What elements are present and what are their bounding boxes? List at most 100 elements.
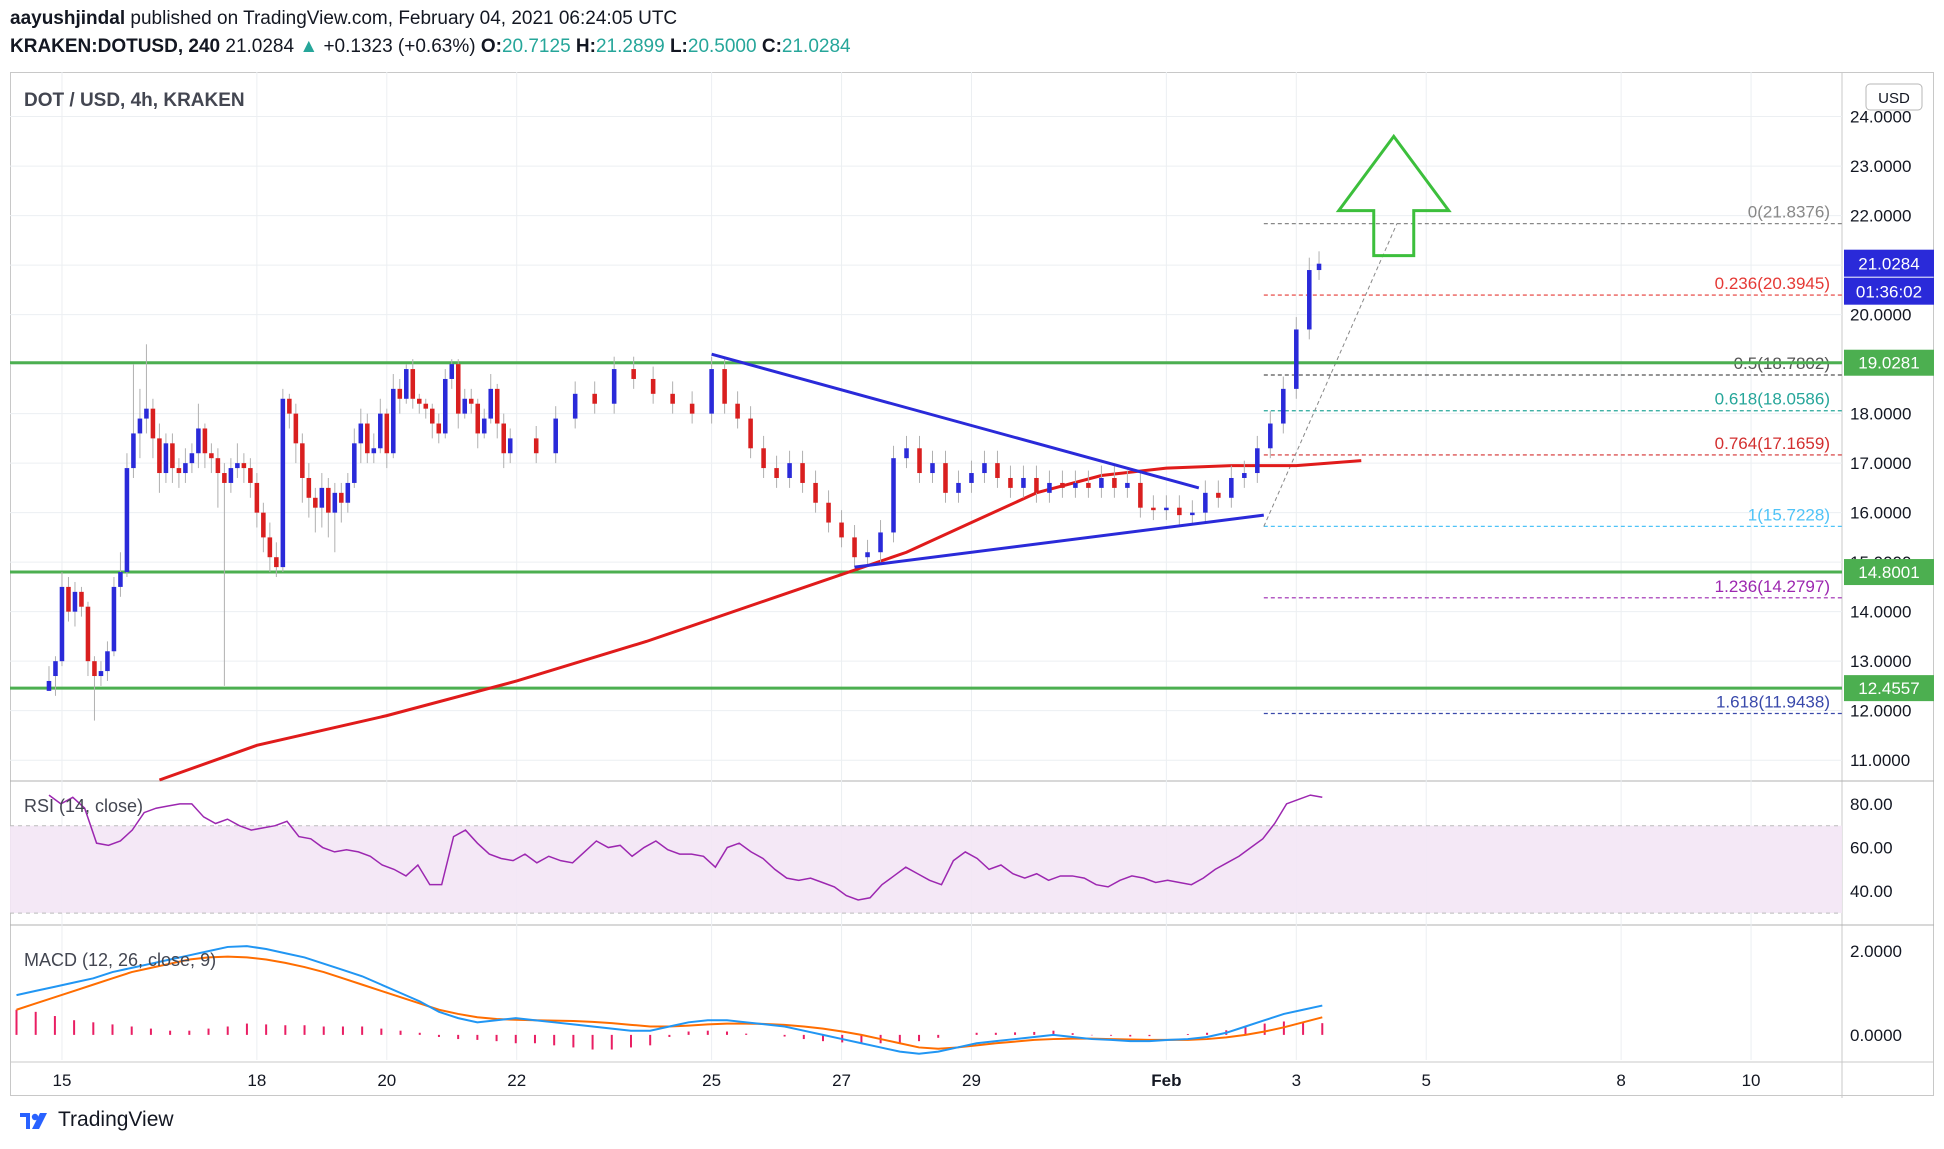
author-name[interactable]: aayushjindal (10, 8, 126, 29)
candle-body (631, 369, 636, 379)
candle-body (1164, 507, 1169, 511)
candle-body (306, 477, 312, 498)
candle-body (507, 438, 513, 454)
price-tick-label: 13.0000 (1850, 652, 1911, 671)
time-tick-label: 29 (962, 1071, 981, 1090)
footer-brand[interactable]: TradingView (58, 1108, 174, 1131)
candle-body (475, 403, 481, 434)
symbol-label: KRAKEN:DOTUSD, 240 (10, 36, 221, 57)
candle-body (235, 463, 240, 469)
candle-body (326, 487, 331, 513)
rsi-tick-label: 80.00 (1850, 795, 1893, 814)
candle-body (300, 443, 305, 478)
candle-body (1307, 270, 1312, 330)
fib-level-label: 1.618(11.9438) (1716, 692, 1830, 711)
candle-body (163, 443, 169, 474)
candle-body (1151, 507, 1156, 511)
time-tick-label: 25 (702, 1071, 721, 1090)
candle-body (722, 369, 727, 404)
candle-body (1034, 477, 1039, 493)
fib-level-label: 0.236(20.3945) (1715, 274, 1830, 293)
candle-body (1138, 482, 1143, 508)
candle-body (572, 393, 578, 419)
candle-body (533, 438, 539, 454)
candle-body (196, 428, 201, 454)
time-tick-label: 5 (1421, 1071, 1430, 1090)
low-value: 20.5000 (687, 36, 757, 57)
candle-body (267, 537, 273, 558)
macd-tick-label: 0.0000 (1850, 1026, 1902, 1045)
countdown-tag-text: 01:36:02 (1856, 283, 1922, 302)
macd-title: MACD (12, 26, close, 9) (24, 950, 216, 970)
footer: TradingView (18, 1108, 174, 1132)
candle-body (287, 398, 292, 414)
price-tick-label: 18.0000 (1850, 405, 1911, 424)
candle-body (85, 606, 91, 662)
candle-body (319, 487, 325, 508)
candle-body (72, 591, 78, 612)
tradingview-logo-icon (20, 1113, 47, 1129)
candle-body (709, 369, 714, 414)
candle-body (241, 463, 247, 469)
candle-body (449, 364, 455, 379)
candle-body (891, 458, 896, 533)
candle-body (689, 403, 695, 414)
price-tick-label: 22.0000 (1850, 207, 1911, 226)
candle-body (429, 408, 435, 424)
candle-body (358, 423, 364, 444)
price-tick-label: 11.0000 (1850, 751, 1910, 770)
candle-body (79, 591, 84, 607)
published-text: published on TradingView.com, February 0… (130, 8, 678, 29)
change-value: +0.1323 (+0.63%) (323, 36, 476, 57)
close-value: 21.0284 (781, 36, 851, 57)
ohlc-line: KRAKEN:DOTUSD, 240 21.0284 ▲ +0.1323 (+0… (10, 36, 851, 58)
candle-body (59, 586, 65, 662)
candle-body (384, 413, 390, 454)
candle-body (611, 369, 617, 404)
candle-body (365, 423, 370, 454)
candle-body (494, 388, 500, 424)
candle-body (176, 468, 182, 474)
candle-body (904, 448, 909, 459)
fib-level-label: 0(21.8376) (1748, 203, 1830, 222)
candle-body (813, 482, 818, 503)
candle-body (650, 378, 656, 394)
candle-body (254, 482, 260, 513)
candle-body (391, 388, 396, 454)
candle-body (124, 468, 130, 573)
fib-level-label: 0.618(18.0586) (1715, 390, 1830, 409)
time-tick-label: 3 (1292, 1071, 1301, 1090)
candle-body (468, 398, 474, 404)
time-tick-label: 15 (53, 1071, 72, 1090)
candle-body (969, 473, 974, 483)
rsi-line (48, 794, 1323, 901)
fib-level-label: 1(15.7228) (1748, 505, 1830, 524)
time-tick-label: 10 (1742, 1071, 1761, 1090)
high-value: 21.2899 (595, 36, 665, 57)
candle-body (592, 393, 597, 404)
candle-body (371, 448, 377, 454)
high-label: H: (575, 36, 596, 57)
candle-body (943, 463, 948, 493)
candle-body (332, 492, 338, 513)
candle-body (1229, 477, 1234, 498)
candle-body (1294, 329, 1299, 389)
candle-body (105, 651, 110, 672)
candle-body (157, 438, 162, 474)
last-price-tag-text: 21.0284 (1858, 255, 1919, 274)
time-tick-label: Feb (1151, 1071, 1181, 1090)
trendline (711, 352, 1200, 490)
candle-body (397, 388, 403, 399)
candle-body (417, 398, 422, 404)
level-price-tag (1844, 349, 1934, 376)
time-tick-label: 18 (247, 1071, 266, 1090)
candle-body (1316, 263, 1322, 271)
candle-body (228, 468, 234, 483)
candle-body (189, 453, 195, 464)
candle-body (455, 364, 461, 414)
currency-label: USD (1878, 90, 1910, 107)
candle-body (442, 378, 448, 434)
price-tick-label: 12.0000 (1850, 702, 1911, 721)
candle-body (274, 557, 279, 568)
